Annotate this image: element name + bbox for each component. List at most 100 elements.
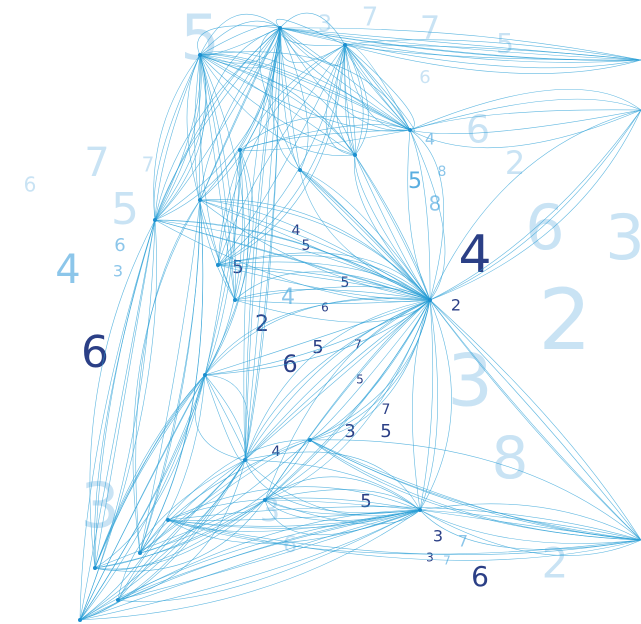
curve [79, 459, 246, 621]
curve [199, 54, 236, 301]
curve [194, 54, 236, 301]
digit: 3 [113, 262, 123, 281]
node [203, 373, 207, 377]
curve [309, 299, 431, 441]
curve [204, 299, 431, 376]
curve [199, 25, 281, 56]
curve [199, 27, 281, 201]
curve [409, 98, 641, 131]
curve [139, 199, 201, 554]
digit: 7 [354, 338, 362, 352]
curve [117, 459, 246, 601]
curve [139, 439, 311, 554]
digit: 2 [451, 296, 461, 315]
curve [239, 115, 411, 151]
digit: 7 [382, 402, 391, 418]
curve [167, 509, 421, 521]
curve [186, 54, 236, 301]
node [198, 198, 202, 202]
curve [299, 169, 431, 301]
node-layer [78, 26, 432, 622]
digit: 3 [318, 12, 332, 37]
digit: 3 [605, 201, 641, 274]
curve [275, 18, 346, 46]
curve [429, 299, 641, 541]
curve [94, 219, 156, 569]
curve [419, 509, 641, 541]
curve [419, 509, 641, 544]
curve-layer [79, 12, 641, 621]
curve [243, 27, 281, 461]
curve [199, 54, 356, 157]
curve [264, 299, 431, 501]
curve [325, 44, 356, 156]
digit: 5 [408, 169, 422, 194]
node [216, 263, 220, 267]
curve [244, 299, 431, 461]
curve [309, 439, 641, 541]
digit: 3 [433, 527, 443, 546]
curve [117, 509, 421, 601]
curve [429, 109, 641, 301]
curve [94, 499, 266, 569]
curve [244, 27, 281, 461]
curve [244, 27, 281, 461]
curve [117, 509, 421, 601]
curve [79, 509, 421, 621]
curve [279, 27, 309, 171]
curve [429, 299, 641, 541]
curve [429, 299, 641, 541]
digit: 7 [420, 9, 440, 47]
curve [354, 154, 431, 301]
curve [217, 44, 346, 266]
node [353, 153, 357, 157]
digit: 6 [81, 327, 109, 378]
digit: 8 [429, 192, 442, 216]
curve [204, 149, 241, 376]
node [78, 618, 82, 622]
curve [419, 299, 439, 511]
curve [344, 44, 415, 131]
curve [153, 54, 201, 221]
curve [299, 169, 431, 301]
node [408, 128, 412, 132]
digit: 3 [426, 551, 434, 565]
node [116, 598, 120, 602]
curve [429, 109, 641, 301]
digit: 6 [471, 560, 489, 593]
curve [335, 44, 356, 156]
curve [279, 27, 641, 61]
curve [309, 299, 431, 441]
curve [79, 509, 421, 621]
curve [199, 27, 281, 201]
curve [299, 169, 431, 301]
curve [132, 199, 201, 554]
curve [344, 44, 411, 131]
curve [217, 264, 431, 301]
curve [139, 199, 204, 554]
curve [217, 44, 346, 266]
curve [154, 54, 201, 221]
curve [217, 44, 346, 266]
node [166, 518, 170, 522]
curve [79, 374, 206, 621]
curve [199, 27, 281, 201]
curve [167, 486, 421, 521]
curve [244, 299, 431, 461]
curve [264, 299, 431, 501]
digit: 2 [505, 144, 525, 182]
curve [279, 27, 641, 61]
curve [309, 299, 431, 441]
curve [344, 44, 641, 74]
curve [94, 374, 206, 569]
curve [139, 199, 201, 554]
curve [89, 219, 156, 569]
curve [117, 509, 421, 601]
curve [94, 374, 206, 569]
curve [79, 219, 156, 621]
curve [409, 109, 641, 131]
curve [167, 519, 641, 555]
curve [217, 255, 431, 301]
curve [279, 27, 641, 63]
